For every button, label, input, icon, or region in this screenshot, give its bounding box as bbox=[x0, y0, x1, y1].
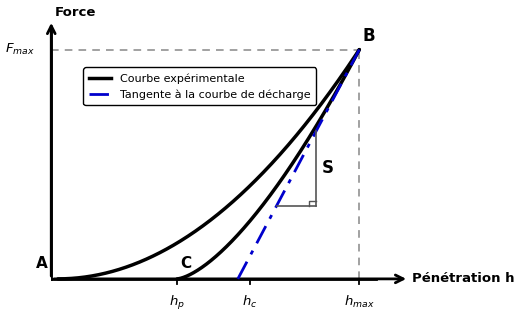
Text: $h_c$: $h_c$ bbox=[242, 294, 257, 310]
Text: $h_p$: $h_p$ bbox=[169, 294, 185, 312]
Text: $F_{max}$: $F_{max}$ bbox=[5, 42, 35, 57]
Text: B: B bbox=[363, 27, 375, 45]
Text: $h_{max}$: $h_{max}$ bbox=[344, 294, 375, 310]
Text: C: C bbox=[180, 257, 192, 272]
Legend: Courbe expérimentale, Tangente à la courbe de décharge: Courbe expérimentale, Tangente à la cour… bbox=[83, 67, 316, 105]
Text: S: S bbox=[322, 159, 334, 177]
Text: Pénétration h: Pénétration h bbox=[412, 273, 515, 285]
Text: A: A bbox=[36, 257, 48, 272]
Text: Force: Force bbox=[54, 6, 96, 19]
